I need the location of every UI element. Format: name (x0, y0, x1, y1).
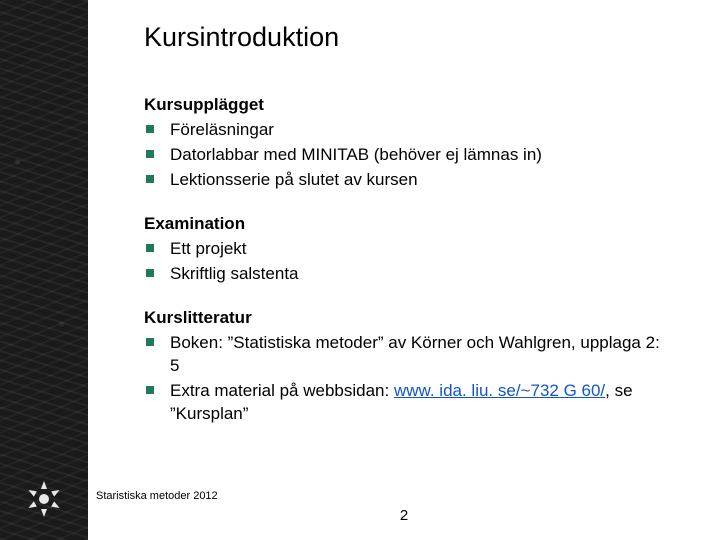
list-item: Föreläsningar (144, 119, 660, 142)
list-item: Boken: ”Statistiska metoder” av Körner o… (144, 332, 660, 378)
bullet-icon (146, 150, 154, 158)
bullet-icon (146, 386, 154, 394)
slide: Kursintroduktion Kursupplägget Föreläsni… (0, 0, 720, 540)
page-number: 2 (400, 507, 408, 524)
list-item-text: Skriftlig salstenta (170, 264, 299, 283)
list-item: Ett projekt (144, 238, 660, 261)
bullet-list: Föreläsningar Datorlabbar med MINITAB (b… (144, 119, 660, 192)
section-heading: Kursupplägget (144, 95, 660, 115)
list-item: Extra material på webbsidan: www. ida. l… (144, 380, 660, 426)
slide-title: Kursintroduktion (144, 22, 660, 53)
list-item: Datorlabbar med MINITAB (behöver ej lämn… (144, 144, 660, 167)
sidebar-chalkboard (0, 0, 88, 540)
list-item-text: Boken: ”Statistiska metoder” av Körner o… (170, 333, 660, 375)
list-item: Skriftlig salstenta (144, 263, 660, 286)
list-item-text: Ett projekt (170, 239, 247, 258)
section-heading: Examination (144, 214, 660, 234)
bullet-list: Ett projekt Skriftlig salstenta (144, 238, 660, 286)
list-item-text: Lektionsserie på slutet av kursen (170, 170, 418, 189)
bullet-list: Boken: ”Statistiska metoder” av Körner o… (144, 332, 660, 426)
bullet-icon (146, 125, 154, 133)
list-item-text: Datorlabbar med MINITAB (behöver ej lämn… (170, 145, 542, 164)
content-area: Kursintroduktion Kursupplägget Föreläsni… (88, 0, 720, 540)
bullet-icon (146, 175, 154, 183)
list-item: Lektionsserie på slutet av kursen (144, 169, 660, 192)
bullet-icon (146, 338, 154, 346)
course-website-link[interactable]: www. ida. liu. se/~732 G 60/ (394, 381, 605, 400)
footer-text: Staristiska metoder 2012 (96, 490, 218, 502)
section-heading: Kurslitteratur (144, 308, 660, 328)
bullet-icon (146, 244, 154, 252)
bullet-icon (146, 269, 154, 277)
list-item-text: Föreläsningar (170, 120, 274, 139)
list-item-text-pre: Extra material på webbsidan: (170, 381, 394, 400)
university-logo-icon (22, 477, 66, 526)
